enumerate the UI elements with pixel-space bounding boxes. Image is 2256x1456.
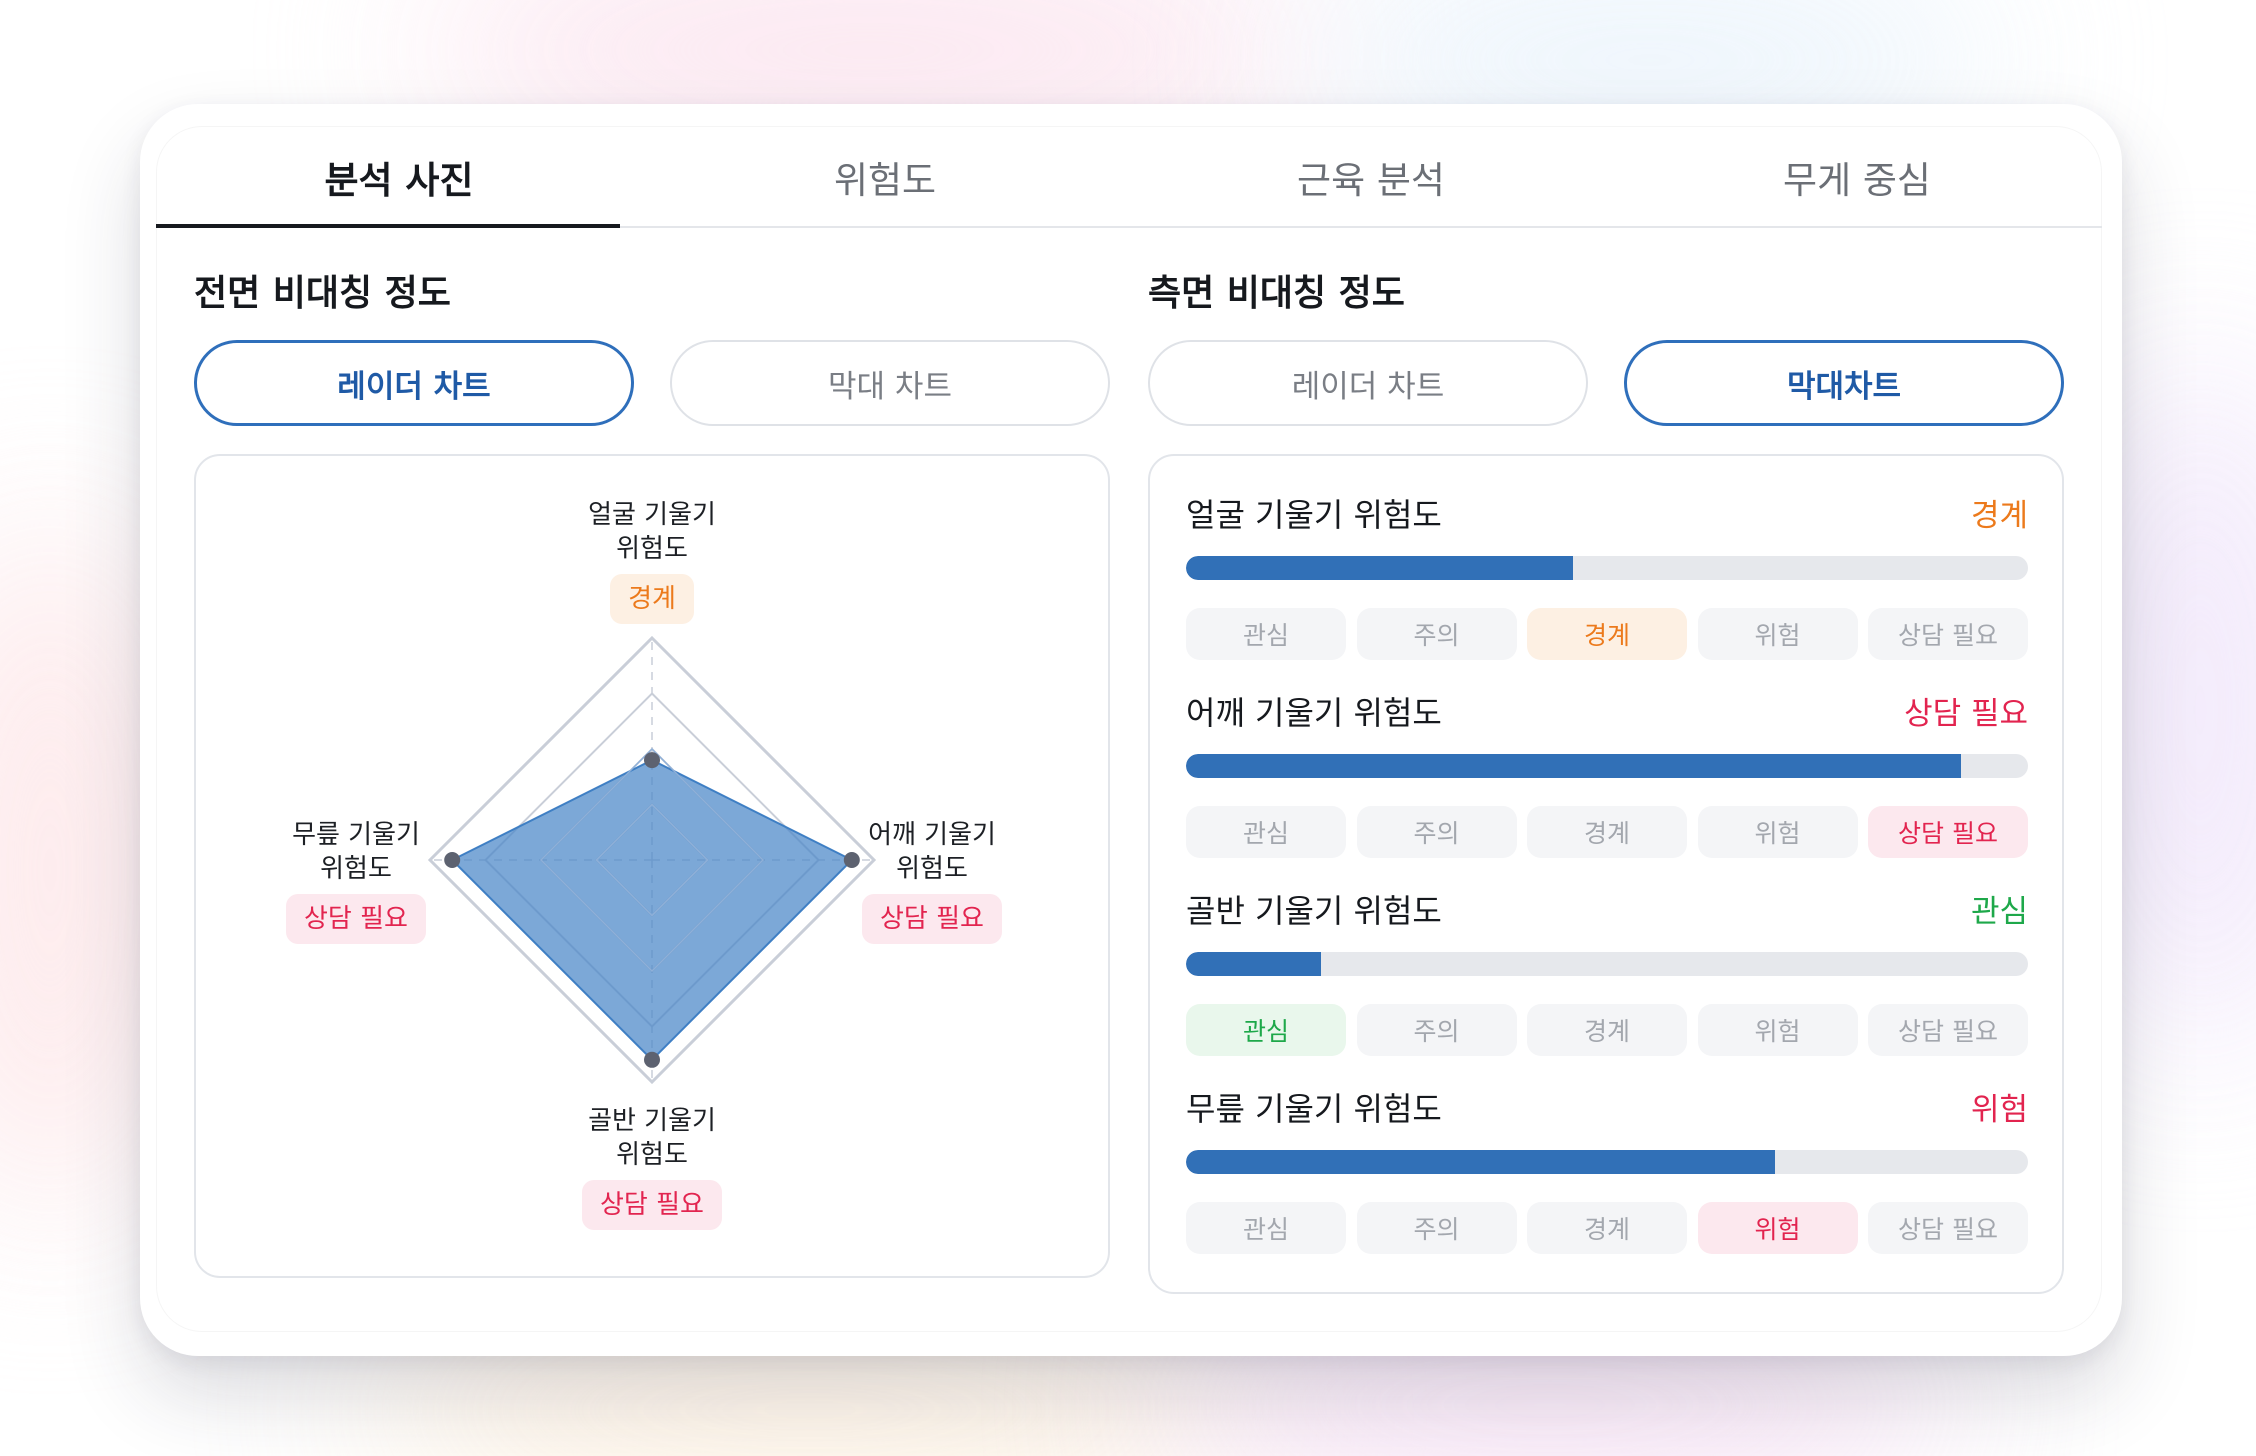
row-title-pelvis: 골반 기울기 위험도 (1186, 892, 1442, 930)
level-chip: 주의 (1356, 1202, 1517, 1254)
front-radar-chart-button[interactable]: 레이더 차트 (194, 340, 634, 426)
tab-muscle-analysis[interactable]: 근육 분석 (1297, 159, 1445, 202)
radar-label-knee: 무릎 기울기 위험도 상담 필요 (246, 818, 466, 944)
radar-chart-panel: 얼굴 기울기 위험도 경계 어깨 기울기 위험도 상담 필요 골반 기울기 위험… (194, 454, 1110, 1278)
level-chip: 경계 (1527, 806, 1687, 858)
radar-grid-ring-overlay (595, 803, 709, 917)
radar-label-face: 얼굴 기울기 위험도 경계 (542, 498, 762, 624)
level-chip: 위험 (1697, 608, 1858, 660)
level-chip: 상담 필요 (1868, 608, 2028, 660)
progress-track-pelvis (1186, 952, 2028, 976)
level-chip: 관심 (1186, 1202, 1346, 1254)
row-title-shoulder: 어깨 기울기 위험도 (1186, 694, 1442, 732)
row-title-knee: 무릎 기울기 위험도 (1186, 1090, 1442, 1128)
side-radar-chart-button[interactable]: 레이더 차트 (1148, 340, 1588, 426)
radar-grid-ring-overlay (539, 747, 765, 973)
radar-label-shoulder: 어깨 기울기 위험도 상담 필요 (822, 818, 1042, 944)
level-chip: 경계 (1527, 1202, 1687, 1254)
tab-analysis-photo[interactable]: 분석 사진 (324, 159, 474, 202)
tab-bar: 분석 사진 위험도 근육 분석 무게 중심 (156, 126, 2102, 228)
active-tab-indicator (156, 224, 620, 228)
level-chip: 위험 (1697, 1004, 1858, 1056)
front-bar-chart-button[interactable]: 막대 차트 (670, 340, 1110, 426)
radar-data-point (644, 1051, 660, 1068)
row-status-knee: 위험 (1970, 1092, 2028, 1128)
row-status-pelvis: 관심 (1970, 894, 2028, 930)
level-chip: 경계 (1527, 1004, 1687, 1056)
progress-fill-knee (1186, 1150, 1776, 1174)
bar-chart-panel: 얼굴 기울기 위험도 경계 관심 주의 경계 위험 상담 필요 어깨 기울기 위… (1148, 454, 2064, 1294)
progress-fill-face (1186, 556, 1574, 580)
radar-data-point (644, 752, 660, 769)
progress-fill-shoulder (1186, 754, 1961, 778)
front-asymmetry-title: 전면 비대칭 정도 (194, 273, 451, 314)
level-chip-selected: 상담 필요 (1868, 806, 2028, 858)
level-chip: 주의 (1356, 1004, 1517, 1056)
row-status-face: 경계 (1970, 498, 2028, 534)
radar-status-face: 경계 (610, 574, 694, 624)
level-chips-shoulder: 관심 주의 경계 위험 상담 필요 (1186, 806, 2028, 858)
radar-status-pelvis: 상담 필요 (582, 1180, 722, 1230)
progress-fill-pelvis (1186, 952, 1321, 976)
level-chip: 상담 필요 (1868, 1202, 2028, 1254)
level-chips-face: 관심 주의 경계 위험 상담 필요 (1186, 608, 2028, 660)
level-chip-selected: 관심 (1186, 1004, 1346, 1056)
level-chips-knee: 관심 주의 경계 위험 상담 필요 (1186, 1202, 2028, 1254)
radar-label-pelvis: 골반 기울기 위험도 상담 필요 (542, 1104, 762, 1230)
radar-status-knee: 상담 필요 (286, 894, 426, 944)
level-chip: 위험 (1697, 806, 1858, 858)
app-screen: 분석 사진 위험도 근육 분석 무게 중심 전면 비대칭 정도 레이더 차트 막… (156, 126, 2102, 1332)
tab-risk[interactable]: 위험도 (833, 159, 937, 202)
radar-chart (427, 635, 877, 1085)
progress-track-face (1186, 556, 2028, 580)
row-status-shoulder: 상담 필요 (1904, 696, 2028, 732)
side-asymmetry-title: 측면 비대칭 정도 (1148, 273, 1405, 314)
row-title-face: 얼굴 기울기 위험도 (1186, 496, 1442, 534)
level-chip: 주의 (1356, 806, 1517, 858)
progress-track-shoulder (1186, 754, 2028, 778)
radar-data-point (843, 852, 860, 868)
level-chip: 주의 (1356, 608, 1517, 660)
side-bar-chart-button[interactable]: 막대차트 (1624, 340, 2064, 426)
progress-track-knee (1186, 1150, 2028, 1174)
level-chip: 관심 (1186, 806, 1346, 858)
radar-status-shoulder: 상담 필요 (862, 894, 1002, 944)
level-chips-pelvis: 관심 주의 경계 위험 상담 필요 (1186, 1004, 2028, 1056)
tab-center-of-gravity[interactable]: 무게 중심 (1783, 159, 1931, 202)
radar-grid-ring (427, 635, 877, 1085)
level-chip: 상담 필요 (1868, 1004, 2028, 1056)
level-chip-selected: 위험 (1697, 1202, 1858, 1254)
level-chip: 관심 (1186, 608, 1346, 660)
radar-data-point (444, 852, 461, 868)
level-chip-selected: 경계 (1527, 608, 1687, 660)
